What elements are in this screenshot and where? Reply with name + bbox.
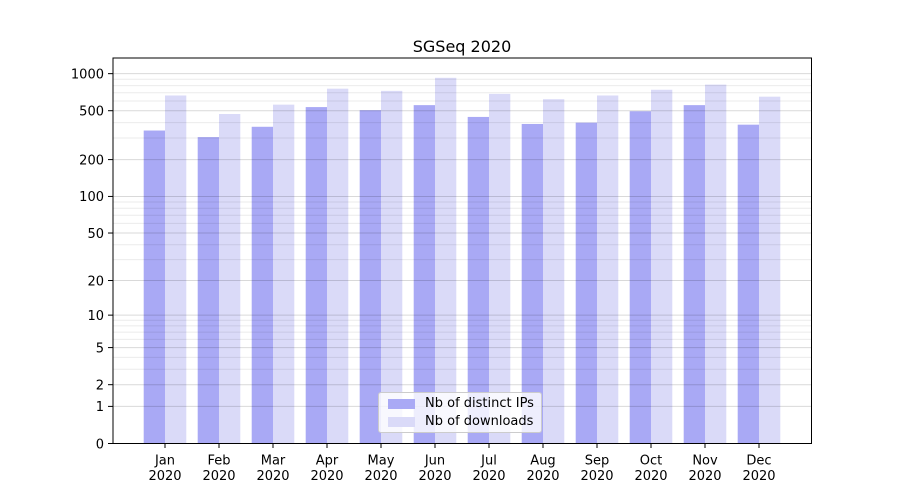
bar-downloads-mar (273, 104, 295, 444)
legend-item-downloads: Nb of downloads (388, 415, 541, 428)
bar-downloads-dec (759, 96, 781, 444)
bar-distinct-ips-sep (575, 122, 597, 444)
y-tick-label-0: 0 (96, 437, 104, 452)
legend-swatch-distinct-ips (388, 398, 415, 409)
bar-downloads-apr (327, 88, 349, 444)
y-tick-label-200: 200 (79, 153, 104, 168)
bar-downloads-feb (219, 114, 241, 444)
bar-distinct-ips-nov (683, 105, 705, 444)
bar-distinct-ips-feb (197, 137, 219, 444)
chart-title: SGSeq 2020 (412, 37, 512, 56)
legend: Nb of distinct IPs Nb of downloads (378, 392, 542, 433)
x-tick-label-dec: Dec 2020 (742, 454, 775, 485)
y-tick-label-2: 2 (96, 378, 104, 393)
bar-distinct-ips-mar (251, 126, 273, 444)
y-tick-label-1000: 1000 (71, 67, 104, 82)
x-tick-label-jul: Jul 2020 (472, 454, 505, 485)
legend-item-distinct-ips: Nb of distinct IPs (388, 397, 541, 410)
y-tick-label-10: 10 (87, 309, 104, 324)
bar-downloads-nov (705, 84, 727, 444)
y-tick-label-500: 500 (79, 105, 104, 120)
bar-distinct-ips-jul (467, 116, 489, 444)
bar-distinct-ips-aug (521, 123, 543, 444)
bar-distinct-ips-oct (629, 111, 651, 444)
bar-distinct-ips-jun (413, 105, 435, 444)
legend-swatch-downloads (388, 416, 415, 427)
bar-downloads-jun (435, 77, 457, 444)
x-tick-label-aug: Aug 2020 (526, 454, 559, 485)
bar-distinct-ips-apr (305, 107, 327, 444)
y-tick-label-100: 100 (79, 190, 104, 205)
x-tick-label-may: May 2020 (364, 454, 397, 485)
bar-distinct-ips-dec (737, 124, 759, 444)
x-tick-label-apr: Apr 2020 (310, 454, 343, 485)
plot-border (112, 57, 812, 444)
bar-downloads-jul (489, 93, 511, 444)
x-tick-label-jun: Jun 2020 (418, 454, 451, 485)
x-tick-label-jan: Jan 2020 (148, 454, 181, 485)
bar-downloads-oct (651, 89, 673, 444)
x-tick-label-nov: Nov 2020 (688, 454, 721, 485)
x-tick-label-sep: Sep 2020 (580, 454, 613, 485)
legend-label-distinct-ips: Nb of distinct IPs (425, 396, 534, 411)
x-tick-label-oct: Oct 2020 (634, 454, 667, 485)
bar-distinct-ips-may (359, 110, 381, 444)
legend-label-downloads: Nb of downloads (425, 414, 534, 429)
x-tick-label-feb: Feb 2020 (202, 454, 235, 485)
y-tick-label-5: 5 (96, 341, 104, 356)
bar-downloads-sep (597, 95, 619, 444)
bar-downloads-may (381, 90, 403, 444)
x-tick-label-mar: Mar 2020 (256, 454, 289, 485)
y-tick-label-20: 20 (87, 274, 104, 289)
y-tick-label-50: 50 (87, 227, 104, 242)
y-tick-label-1: 1 (96, 400, 104, 415)
bar-downloads-aug (543, 99, 565, 444)
bar-distinct-ips-jan (143, 130, 165, 444)
bar-downloads-jan (165, 95, 187, 444)
